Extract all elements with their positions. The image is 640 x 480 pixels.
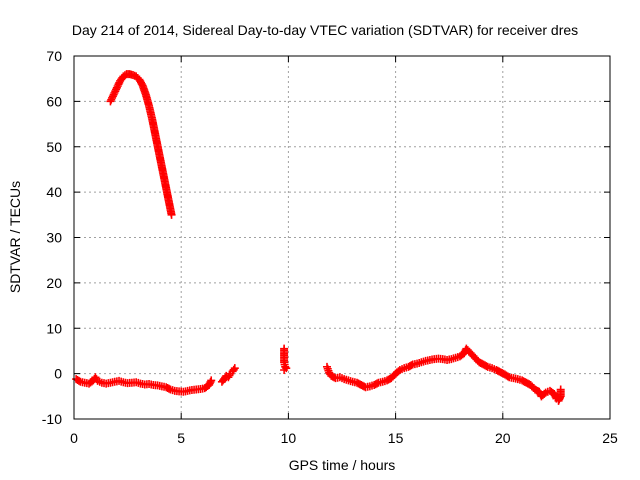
data-point [207, 376, 216, 385]
data-points [72, 70, 565, 405]
x-tick-label: 25 [602, 430, 618, 446]
y-tick-label: 0 [54, 366, 62, 382]
y-tick-label: 20 [46, 275, 62, 291]
y-tick-label: 70 [46, 48, 62, 64]
y-tick-label: 10 [46, 320, 62, 336]
data-point [556, 385, 565, 394]
y-tick-label: 60 [46, 93, 62, 109]
y-tick-label: 50 [46, 139, 62, 155]
y-tick-label: -10 [42, 411, 62, 427]
x-tick-label: 20 [495, 430, 511, 446]
data-point [230, 364, 239, 373]
chart-title: Day 214 of 2014, Sidereal Day-to-day VTE… [72, 22, 578, 38]
data-point [280, 365, 289, 374]
y-tick-label: 40 [46, 184, 62, 200]
x-tick-label: 5 [177, 430, 185, 446]
plot-frame [73, 55, 611, 420]
axis-ticks: 0 5 10 15 20 25 -10 0 10 20 30 40 50 60 70 [42, 48, 618, 446]
data-point [225, 371, 234, 380]
data-point [167, 210, 176, 219]
y-axis-label: SDTVAR / TECUs [7, 181, 23, 293]
data-point [229, 365, 238, 374]
x-tick-label: 10 [281, 430, 297, 446]
x-tick-label: 0 [70, 430, 78, 446]
grid [74, 56, 610, 419]
y-tick-label: 30 [46, 230, 62, 246]
x-tick-label: 15 [388, 430, 404, 446]
data-point [503, 372, 512, 381]
x-axis-label: GPS time / hours [289, 457, 396, 473]
data-point [75, 376, 84, 385]
